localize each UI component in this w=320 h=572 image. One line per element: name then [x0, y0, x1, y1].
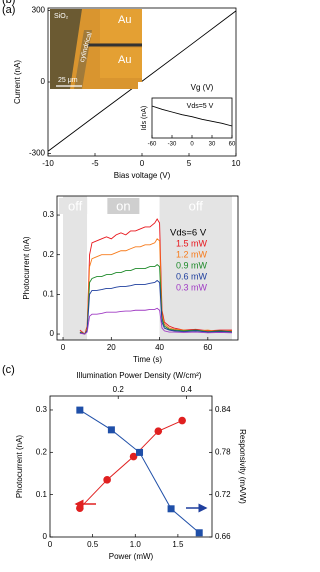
series-line [79, 279, 232, 335]
x-tick-label: 10 [232, 159, 241, 168]
y-tick-label: 0 [41, 77, 46, 86]
x-tick-label: -60 [148, 142, 157, 148]
y-tick-label: 0.3 [43, 210, 55, 219]
image-label: SiO₂ [54, 13, 69, 20]
x-tick-label: 30 [209, 142, 216, 148]
data-point [167, 505, 175, 513]
series-line [151, 105, 233, 127]
sem-image-region [100, 48, 142, 78]
plot-frame [56, 195, 239, 341]
x-tick-label: 1.0 [130, 540, 142, 549]
series-line [79, 307, 232, 335]
x-tick-label: 0 [140, 159, 145, 168]
annotation: Vds=5 V [187, 103, 214, 110]
legend-entry: 1.5 mW [176, 238, 208, 248]
x-tick-label: -30 [168, 142, 177, 148]
phase-region [63, 196, 88, 340]
phase-label-box [107, 198, 140, 214]
y-tick-label: -300 [29, 149, 46, 158]
data-point [76, 504, 84, 513]
x-tick-label: 1.5 [172, 540, 184, 549]
x-tick-label: 5 [187, 159, 192, 168]
phase-label-box [59, 198, 92, 214]
sem-image-region [50, 9, 82, 89]
data-point [107, 426, 115, 434]
phase-label: off [68, 198, 83, 213]
series-line [79, 238, 232, 335]
y-tick-label: 0.3 [36, 405, 48, 414]
legend-entry: 1.2 mW [176, 249, 208, 259]
phase-region [87, 196, 160, 340]
data-point [129, 452, 138, 461]
y-tick-label: 0.2 [36, 447, 48, 456]
y-axis-label: Photocurrent (nA) [15, 435, 24, 498]
plot-frame [49, 395, 213, 538]
y2-tick-label: 0.84 [215, 405, 231, 414]
x-axis-label: Power (mW) [109, 552, 154, 561]
phase-region [159, 196, 232, 340]
y2-tick-label: 0.66 [215, 532, 231, 541]
series-line [79, 218, 232, 335]
y-tick-label: 0.1 [36, 490, 48, 499]
series-line [79, 409, 200, 534]
x-axis-label: Bias voltage (V) [114, 171, 171, 180]
y-tick-label: 0 [50, 329, 55, 338]
data-point [178, 416, 186, 425]
y2-tick-label: 0.72 [215, 490, 231, 499]
x-tick-label: 60 [203, 343, 212, 352]
x-tick-label: -10 [42, 159, 54, 168]
x2-axis-label: Illumination Power Density (W/cm²) [77, 371, 202, 380]
image-label: 25 μm [58, 77, 78, 84]
data-point [76, 406, 84, 414]
y2-axis-label: Responsivity (mA/W) [238, 429, 247, 504]
data-point [103, 476, 111, 484]
y-tick-label: 0.2 [43, 250, 55, 259]
legend-entry: 0.3 mW [176, 282, 208, 292]
data-point [195, 529, 203, 537]
y-tick-label: 0 [43, 532, 48, 541]
legend-entry: 0.6 mW [176, 271, 208, 281]
phase-label-box [179, 198, 212, 214]
data-point [154, 427, 163, 435]
phase-label: on [116, 198, 130, 213]
panel-label: (a) [2, 4, 15, 16]
series-line [79, 420, 183, 509]
x-tick-label: 0 [48, 540, 53, 549]
y-axis-label: Photocurrent (nA) [22, 236, 31, 299]
x-tick-label: 60 [229, 142, 236, 148]
x-axis-label: Vg (V) [191, 83, 214, 92]
y-tick-label: 0.1 [43, 289, 55, 298]
x-tick-label: -5 [91, 159, 99, 168]
x-tick-label: 0 [61, 343, 66, 352]
image-label: Au [118, 14, 131, 26]
sem-image-region [100, 9, 142, 43]
y-axis-label: Ids (nA) [141, 106, 148, 131]
series-line [79, 264, 232, 335]
y-axis-label: Current (nA) [13, 60, 22, 104]
phase-label: off [189, 198, 204, 213]
x2-tick-label: 0.2 [113, 385, 125, 394]
y-tick-label: 300 [32, 5, 46, 14]
sem-image-wire [74, 30, 92, 89]
legend-entry: 0.9 mW [176, 260, 208, 270]
annotation: Vds=6 V [170, 228, 207, 239]
x2-tick-label: 0.4 [181, 385, 193, 394]
data-point [136, 448, 144, 456]
x-tick-label: 20 [107, 343, 116, 352]
y2-tick-label: 0.78 [215, 448, 231, 457]
x-tick-label: 0 [190, 142, 194, 148]
x-axis-label: Time (s) [133, 355, 162, 364]
panel-label: (b) [2, 0, 15, 6]
image-label: Au [118, 54, 131, 66]
x-tick-label: 40 [155, 343, 164, 352]
inset-background [138, 82, 234, 150]
x-tick-label: 0.5 [87, 540, 99, 549]
panel-label: (c) [2, 364, 15, 376]
